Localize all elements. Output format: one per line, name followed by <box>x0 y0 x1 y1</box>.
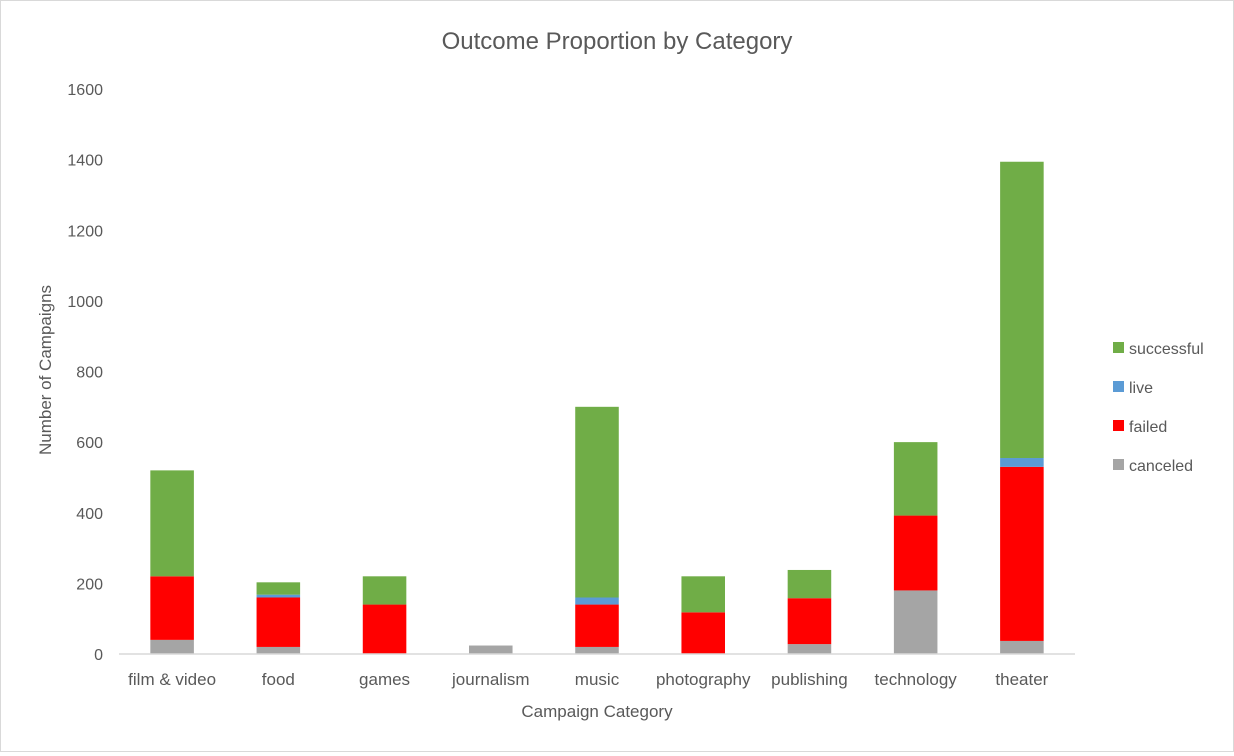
y-tick-label: 200 <box>76 576 103 593</box>
y-tick-label: 1600 <box>67 82 103 99</box>
y-tick-label: 1000 <box>67 294 103 311</box>
legend-swatch-live <box>1113 381 1124 392</box>
bar-canceled <box>1000 640 1044 654</box>
y-axis-title: Number of Campaigns <box>36 285 55 455</box>
bar-failed <box>362 604 407 654</box>
y-tick-label: 1400 <box>67 153 103 170</box>
x-tick-label: food <box>262 670 295 689</box>
x-axis-ticks: film & video food games journalism music phot… <box>128 670 1049 689</box>
bar-failed <box>256 597 301 647</box>
bar-failed <box>893 515 938 591</box>
y-tick-label: 800 <box>76 365 103 382</box>
y-tick-label: 600 <box>76 435 103 452</box>
x-tick-label: publishing <box>771 670 848 689</box>
bar-live <box>1000 458 1044 467</box>
bar-successful <box>150 470 194 577</box>
x-axis-title: Campaign Category <box>521 702 673 721</box>
y-axis-ticks: 0 200 400 600 800 1000 1200 1400 1600 <box>67 82 103 664</box>
bar-successful <box>575 406 619 598</box>
bar-failed <box>1000 466 1044 641</box>
y-tick-label: 0 <box>94 647 103 664</box>
bar-successful <box>681 576 725 613</box>
bar-canceled <box>469 645 513 654</box>
bar-canceled <box>787 644 832 654</box>
bar-successful <box>893 442 938 516</box>
legend-swatch-failed <box>1113 420 1124 431</box>
bar-failed <box>150 576 194 640</box>
bar-failed <box>575 604 619 647</box>
legend-label-live: live <box>1129 380 1153 397</box>
bar-failed <box>681 612 725 654</box>
x-tick-label: theater <box>995 670 1048 689</box>
bars <box>150 161 1044 654</box>
bar-canceled <box>893 590 938 654</box>
legend-label-successful: successful <box>1129 341 1204 358</box>
bar-canceled <box>150 639 194 654</box>
bar-live <box>256 594 301 598</box>
x-tick-label: games <box>359 670 410 689</box>
y-tick-label: 400 <box>76 506 103 523</box>
bar-canceled <box>575 646 619 654</box>
bar-canceled <box>256 646 301 654</box>
x-tick-label: journalism <box>451 670 529 689</box>
bar-successful <box>256 582 301 595</box>
bar-successful <box>362 576 407 605</box>
bar-failed <box>787 598 832 645</box>
legend-label-failed: failed <box>1129 419 1167 436</box>
legend: successful live failed canceled <box>1113 341 1204 475</box>
x-tick-label: technology <box>875 670 958 689</box>
bar-live <box>575 597 619 605</box>
legend-label-canceled: canceled <box>1129 458 1193 475</box>
x-tick-label: photography <box>656 670 751 689</box>
bar-successful <box>1000 161 1044 459</box>
y-tick-label: 1200 <box>67 223 103 240</box>
chart-title: Outcome Proportion by Category <box>442 28 793 55</box>
legend-swatch-successful <box>1113 342 1124 353</box>
x-tick-label: film & video <box>128 670 216 689</box>
legend-swatch-canceled <box>1113 459 1124 470</box>
bar-successful <box>787 569 832 599</box>
x-tick-label: music <box>575 670 620 689</box>
